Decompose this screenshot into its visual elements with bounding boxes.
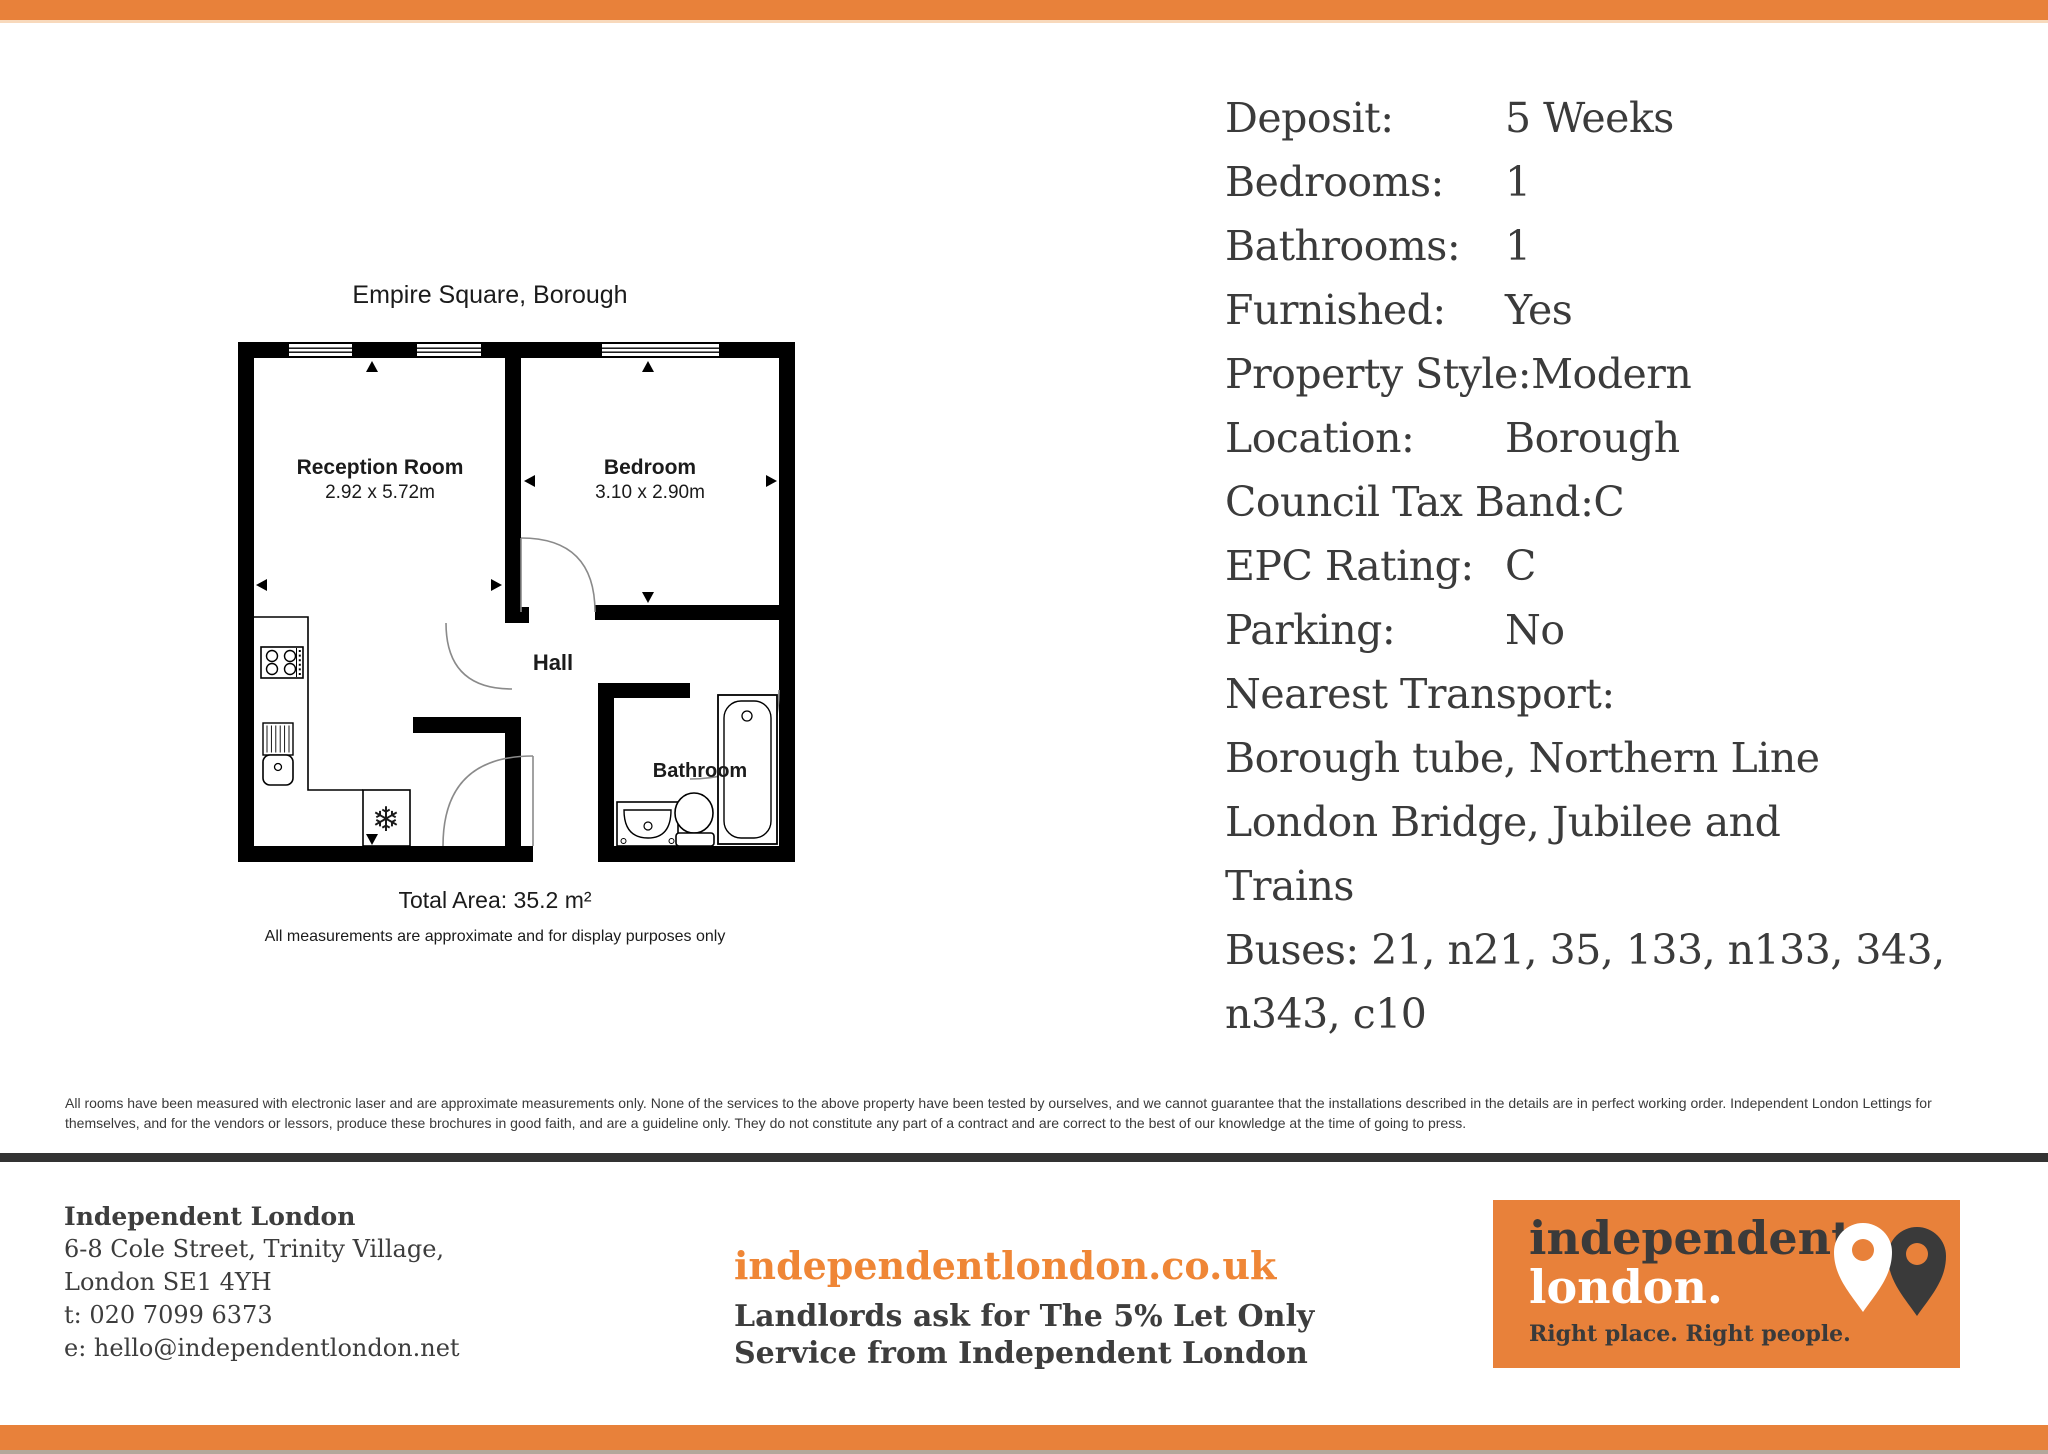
bottom-bar-edge: [0, 1450, 2048, 1454]
detail-value: 5 Weeks: [1505, 94, 1674, 142]
detail-label: Bedrooms:: [1225, 158, 1444, 206]
buses-line: n343, c10: [1225, 990, 1427, 1038]
detail-row: EPC Rating: C: [1225, 534, 2035, 598]
detail-row: Bathrooms: 1: [1225, 214, 2035, 278]
windows: [287, 342, 721, 358]
disclaimer-text: All rooms have been measured with electr…: [65, 1095, 1932, 1131]
hall-label: Hall: [533, 650, 573, 675]
kitchen-fixtures: ❄: [254, 616, 411, 847]
detail-value: Modern: [1531, 350, 1692, 398]
detail-value: Yes: [1505, 286, 1573, 334]
detail-value: 1: [1505, 222, 1531, 270]
office-address-line: London SE1 4YH: [64, 1268, 272, 1296]
detail-label: Parking:: [1225, 606, 1396, 654]
office-phone: t: 020 7099 6373: [64, 1301, 273, 1329]
detail-label: Location:: [1225, 414, 1415, 462]
bathtub: [717, 694, 778, 845]
promo-line: Service from Independent London: [734, 1336, 1308, 1371]
detail-row: Parking: No: [1225, 598, 2035, 662]
reception-room-dims: 2.92 x 5.72m: [325, 482, 435, 503]
map-pins-icon: [1834, 1223, 1946, 1316]
detail-row: Bedrooms: 1: [1225, 150, 2035, 214]
entry-opening: [533, 846, 598, 862]
detail-label: Council Tax Band:: [1225, 478, 1594, 526]
detail-value: Borough: [1505, 414, 1680, 462]
buses-line: Buses: 21, n21, 35, 133, n133, 343,: [1225, 926, 1945, 974]
logo-word-london: london.: [1529, 1260, 1723, 1314]
detail-row: Furnished: Yes: [1225, 278, 2035, 342]
transport-line: Borough tube, Northern Line: [1225, 734, 1820, 782]
bedroom-label: Bedroom: [604, 456, 696, 479]
logo-tagline: Right place. Right people.: [1529, 1321, 1851, 1347]
detail-row: Property Style: Modern: [1225, 342, 2035, 406]
sink-drainer: [262, 722, 294, 756]
office-email: e: hello@independentlondon.net: [64, 1334, 460, 1362]
bathroom-fixtures: [616, 694, 778, 847]
office-contact-block: Independent London 6-8 Cole Street, Trin…: [64, 1200, 460, 1365]
detail-label: Furnished:: [1225, 286, 1446, 334]
detail-value: No: [1505, 606, 1565, 654]
promo-block: independentlondon.co.uk Landlords ask fo…: [734, 1243, 1314, 1372]
detail-value: C: [1505, 542, 1536, 590]
detail-label: Property Style:: [1225, 350, 1532, 398]
detail-row: Deposit: 5 Weeks: [1225, 86, 2035, 150]
detail-row: Nearest Transport:: [1225, 662, 2035, 726]
snowflake-icon: ❄: [372, 801, 401, 839]
transport-line: London Bridge, Jubilee and: [1225, 798, 1781, 846]
reception-room-label: Reception Room: [297, 456, 464, 479]
bedroom-dims: 3.10 x 2.90m: [595, 482, 705, 503]
website-link[interactable]: independentlondon.co.uk: [734, 1243, 1277, 1288]
detail-label: Deposit:: [1225, 94, 1394, 142]
detail-label: EPC Rating:: [1225, 542, 1474, 590]
promo-line: Landlords ask for The 5% Let Only: [734, 1299, 1315, 1334]
property-details-panel: Deposit: 5 Weeks Bedrooms: 1 Bathrooms: 1 F…: [1225, 86, 2035, 1046]
office-name: Independent London: [64, 1202, 356, 1231]
detail-value: 1: [1505, 158, 1531, 206]
office-address-line: 6-8 Cole Street, Trinity Village,: [64, 1235, 445, 1263]
floorplan-title: Empire Square, Borough: [352, 281, 627, 309]
top-orange-bar: [0, 0, 2048, 20]
top-bar-edge: [0, 20, 2048, 23]
detail-row: Location: Borough: [1225, 406, 2035, 470]
separator-bar: [0, 1153, 2048, 1162]
walls: [238, 342, 795, 862]
bathroom-label: Bathroom: [653, 760, 747, 782]
detail-value: C: [1593, 478, 1625, 526]
bottom-orange-bar: [0, 1425, 2048, 1454]
detail-label: Nearest Transport:: [1225, 670, 1615, 718]
detail-label: Bathrooms:: [1225, 222, 1461, 270]
total-area: Total Area: 35.2 m²: [398, 887, 591, 913]
floorplan: Empire Square, Borough: [238, 281, 795, 945]
transport-line: Trains: [1225, 862, 1354, 910]
detail-row: Council Tax Band: C: [1225, 470, 2035, 534]
logo-word-independent: independent: [1529, 1211, 1853, 1265]
measurements-note: All measurements are approximate and for…: [265, 928, 726, 945]
toilet: [674, 792, 714, 834]
measure-markers: [256, 361, 777, 845]
company-logo: independent london. Right place. Right p…: [1493, 1200, 1960, 1368]
fridge: [362, 789, 411, 847]
